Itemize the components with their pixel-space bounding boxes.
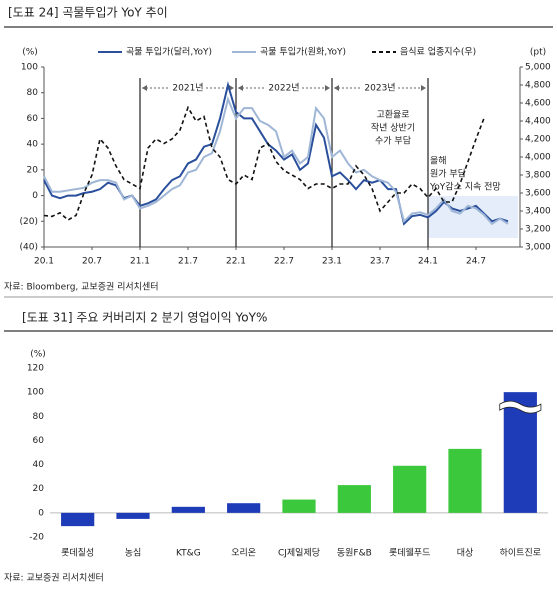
y-tick-label: 100 xyxy=(27,388,44,398)
axis-break xyxy=(499,400,542,414)
x-tick-label: CJ제일제당 xyxy=(278,548,320,559)
y2-tick-label: 3,800 xyxy=(525,171,551,181)
x-tick-label: KT&G xyxy=(176,549,201,559)
x-tick-label: 22.1 xyxy=(226,257,246,267)
x-tick-label: 24.7 xyxy=(466,257,486,267)
bar xyxy=(448,448,482,513)
y2-tick-label: 4,400 xyxy=(525,117,551,127)
y2-tick-label: 4,600 xyxy=(525,99,551,109)
y2-tick-label: 5,000 xyxy=(525,63,551,73)
y2-tick-label: 3,200 xyxy=(525,225,551,235)
y-tick-label: 20 xyxy=(33,484,45,494)
y2-tick-label: 3,000 xyxy=(525,243,551,253)
x-tick-label: 오리온 xyxy=(231,548,256,559)
y2-tick-label: 4,000 xyxy=(525,153,551,163)
series-line xyxy=(43,105,485,221)
annotation: 작년 상반기 xyxy=(371,123,415,134)
y2-tick-label: 3,400 xyxy=(525,207,551,217)
annotation: 올해 xyxy=(430,156,447,167)
y-tick-label: 60 xyxy=(33,436,45,446)
source: 자료: 교보증권 리서치센터 xyxy=(4,572,104,584)
y-tick-label: 120 xyxy=(27,364,44,374)
x-tick-label: 대상 xyxy=(457,548,474,559)
y-unit: (%) xyxy=(30,350,46,360)
period-label: 2021년 xyxy=(172,83,203,94)
bar xyxy=(227,503,261,513)
annotation: 원가 부담 xyxy=(430,168,466,180)
label-bg xyxy=(170,81,206,95)
y-unit: (%) xyxy=(22,48,38,58)
source: 자료: Bloomberg, 교보증권 리서치센터 xyxy=(4,281,159,293)
label-bg xyxy=(266,81,302,95)
y-tick-label: 80 xyxy=(33,412,45,422)
x-tick-label: 롯데칠성 xyxy=(61,548,94,559)
y-tick-label: -20 xyxy=(29,533,44,543)
bar xyxy=(61,512,95,527)
bar xyxy=(393,465,427,513)
x-tick-label: 하이트진로 xyxy=(500,548,541,559)
y2-unit: (pt) xyxy=(530,48,546,58)
x-tick-label: 22.7 xyxy=(274,257,294,267)
x-tick-label: 롯데웰푸드 xyxy=(389,548,430,559)
y-tick-label: 40 xyxy=(33,460,45,470)
y-tick-label: 0 xyxy=(38,508,44,518)
legend-label: 곡물 투입가(달러,YoY) xyxy=(126,46,212,58)
y2-tick-label: 4,800 xyxy=(525,81,551,91)
series-line xyxy=(43,95,509,226)
bar xyxy=(116,512,150,519)
y-tick-label: 80 xyxy=(27,88,39,98)
y-tick-label: 20 xyxy=(27,165,39,175)
x-tick-label: 동원F&B xyxy=(337,548,372,559)
annotation: 고환율로 xyxy=(376,109,409,121)
y2-tick-label: 4,200 xyxy=(525,135,551,145)
chart-title: [도표 24] 곡물투입가 YoY 추이 xyxy=(8,6,168,20)
x-tick-label: 23.1 xyxy=(322,257,342,267)
x-tick-label: 20.1 xyxy=(34,257,54,267)
x-tick-label: 21.1 xyxy=(130,257,150,267)
y-tick-label: (20) xyxy=(20,217,38,227)
period-label: 2023년 xyxy=(364,83,395,94)
x-tick-label: 21.7 xyxy=(178,257,198,267)
x-tick-label: 23.7 xyxy=(370,257,390,267)
y-tick-label: 100 xyxy=(21,63,38,73)
annotation: 수가 부담 xyxy=(375,135,411,147)
y-tick-label: 40 xyxy=(27,140,39,150)
label-bg xyxy=(362,81,398,95)
period-label: 2022년 xyxy=(268,83,299,94)
legend-label: 곡물 투입가(원화,YoY) xyxy=(260,46,346,58)
y2-tick-label: 3,600 xyxy=(525,189,551,199)
legend-label: 음식료 업종지수(우) xyxy=(400,47,476,58)
y-tick-label: (40) xyxy=(20,243,38,253)
x-tick-label: 20.7 xyxy=(82,257,102,267)
chart-title: [도표 31] 주요 커버리지 2 분기 영업이익 YoY% xyxy=(22,311,267,325)
bar xyxy=(171,506,205,513)
annotation: YoY감소 지속 전망 xyxy=(429,181,501,193)
y-tick-label: 0 xyxy=(32,191,38,201)
x-tick-label: 농심 xyxy=(125,548,142,559)
y-tick-label: 60 xyxy=(27,114,39,124)
x-tick-label: 24.1 xyxy=(418,257,438,267)
bar xyxy=(337,485,371,513)
bar xyxy=(282,499,316,513)
